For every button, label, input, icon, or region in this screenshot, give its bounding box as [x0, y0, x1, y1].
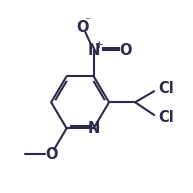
Text: Cl: Cl: [158, 81, 174, 96]
Text: +: +: [95, 40, 104, 50]
Text: Cl: Cl: [158, 110, 174, 125]
Text: O: O: [119, 43, 132, 58]
Text: O: O: [77, 19, 89, 35]
Text: N: N: [87, 121, 100, 136]
Text: O: O: [45, 147, 57, 162]
Text: N: N: [87, 43, 100, 58]
Text: ⁻: ⁻: [85, 16, 91, 29]
